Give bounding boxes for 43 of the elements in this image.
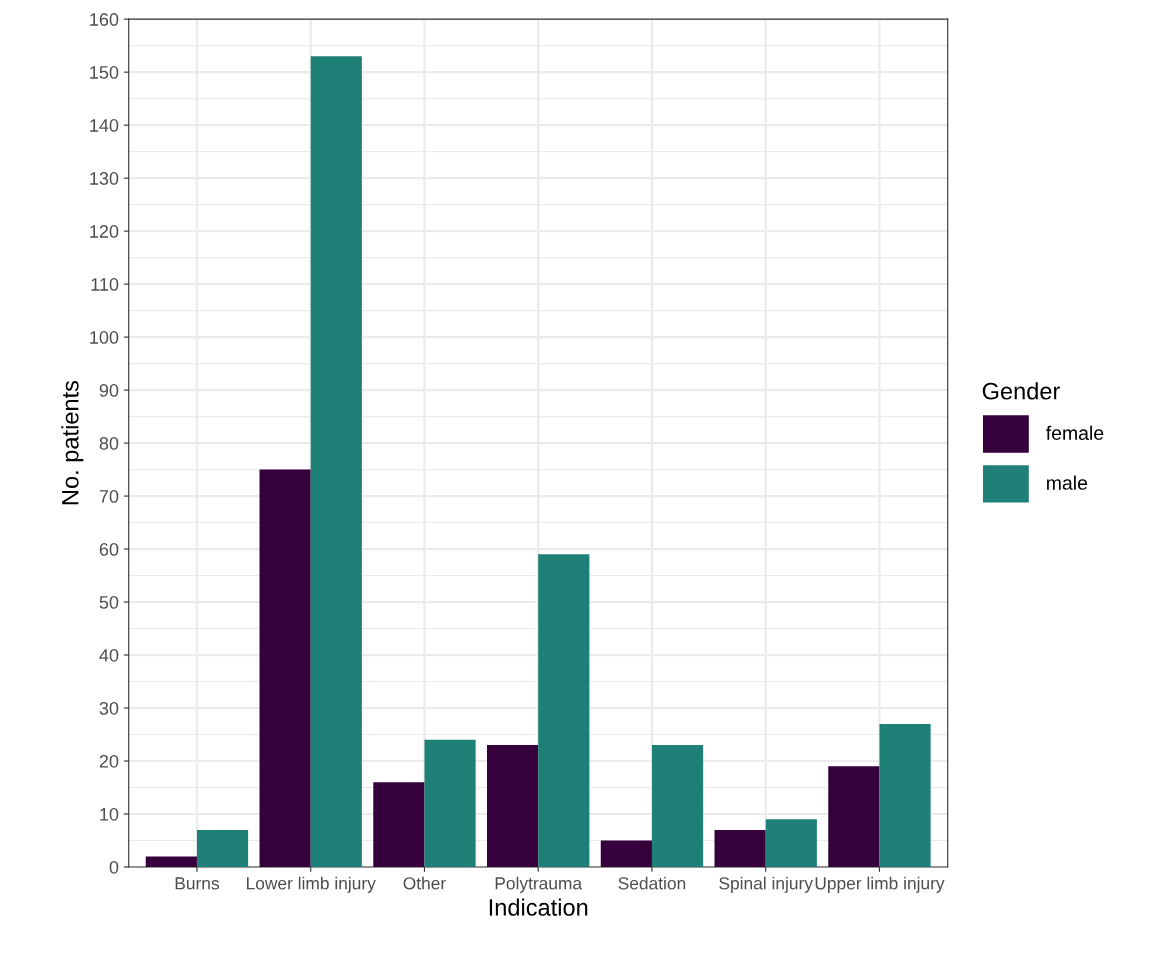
y-tick-label: 110 xyxy=(91,278,119,291)
x-tick-label: Lower limb injury xyxy=(247,876,376,893)
y-tick-label: 130 xyxy=(90,172,119,185)
y-tick-label: 140 xyxy=(90,119,119,132)
y-tick-label: 60 xyxy=(99,542,119,556)
bar xyxy=(196,829,249,867)
legend-title: Gender xyxy=(982,382,1060,400)
x-tick-label: Other xyxy=(403,876,446,890)
bar xyxy=(879,723,931,867)
y-tick-label: 70 xyxy=(99,490,119,503)
bar xyxy=(828,766,880,867)
legend-label: female xyxy=(1046,425,1104,440)
bar xyxy=(538,554,590,867)
x-tick-label: Polytrauma xyxy=(495,876,583,893)
x-tick-label: Spinal injury xyxy=(719,876,813,893)
x-tick-label: Upper limb injury xyxy=(815,876,945,893)
legend-label: male xyxy=(1047,475,1088,490)
y-tick-label: 100 xyxy=(90,331,119,344)
bar xyxy=(600,840,652,867)
y-tick-label: 10 xyxy=(100,807,119,821)
bar xyxy=(487,745,539,867)
y-tick-label: 30 xyxy=(99,701,119,715)
y-tick-label: 150 xyxy=(90,66,119,79)
bar xyxy=(651,745,704,867)
y-tick-label: 20 xyxy=(99,754,119,768)
bar xyxy=(714,829,766,867)
y-axis-title: No. patients xyxy=(61,380,84,505)
y-tick-label: 0 xyxy=(109,860,119,874)
y-tick-label: 160 xyxy=(90,13,119,26)
bar xyxy=(765,819,817,867)
y-tick-label: 40 xyxy=(99,648,119,662)
x-tick-label: Burns xyxy=(175,877,219,890)
bar xyxy=(310,56,362,867)
bar xyxy=(259,469,311,867)
x-tick-label: Sedation xyxy=(618,876,686,890)
y-tick-label: 90 xyxy=(99,384,119,397)
y-tick-label: 50 xyxy=(99,595,119,609)
x-axis-title: Indication xyxy=(489,898,588,916)
y-tick-label: 120 xyxy=(90,225,119,238)
bar xyxy=(424,739,476,867)
bar xyxy=(373,782,425,867)
y-tick-label: 80 xyxy=(99,437,119,450)
bar xyxy=(145,856,197,867)
